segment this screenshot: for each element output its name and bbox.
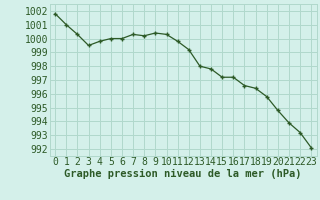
X-axis label: Graphe pression niveau de la mer (hPa): Graphe pression niveau de la mer (hPa) [64, 169, 302, 179]
